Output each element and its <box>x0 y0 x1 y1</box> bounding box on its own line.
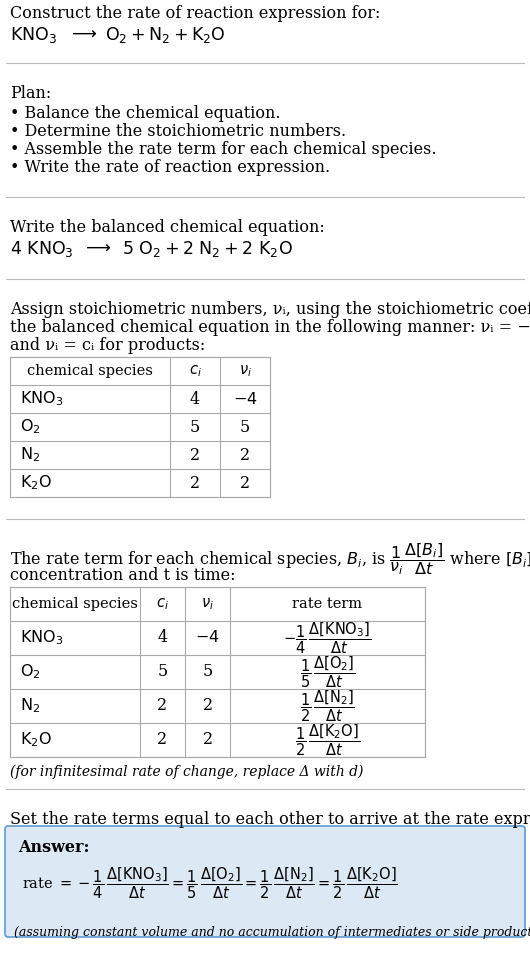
Text: Set the rate terms equal to each other to arrive at the rate expression:: Set the rate terms equal to each other t… <box>10 811 530 828</box>
Text: $\nu_i$: $\nu_i$ <box>201 596 214 612</box>
Text: $\longrightarrow$: $\longrightarrow$ <box>82 239 111 256</box>
Text: $\mathrm{4\ KNO_3}$: $\mathrm{4\ KNO_3}$ <box>10 239 74 259</box>
Text: Write the balanced chemical equation:: Write the balanced chemical equation: <box>10 219 325 236</box>
Text: 2: 2 <box>190 474 200 492</box>
Text: $-4$: $-4$ <box>233 390 257 408</box>
Text: Plan:: Plan: <box>10 85 51 102</box>
Text: $-4$: $-4$ <box>195 629 220 647</box>
Text: $\mathrm{KNO_3}$: $\mathrm{KNO_3}$ <box>20 628 64 648</box>
Text: rate term: rate term <box>293 597 363 611</box>
Text: $\mathrm{N_2}$: $\mathrm{N_2}$ <box>20 446 40 465</box>
Text: $\mathrm{K_2O}$: $\mathrm{K_2O}$ <box>20 731 52 750</box>
Text: $\mathrm{O_2 + N_2 + K_2O}$: $\mathrm{O_2 + N_2 + K_2O}$ <box>105 25 226 45</box>
Text: $\mathrm{KNO_3}$: $\mathrm{KNO_3}$ <box>20 390 64 409</box>
Text: $\mathrm{5\ O_2 + 2\ N_2 + 2\ K_2O}$: $\mathrm{5\ O_2 + 2\ N_2 + 2\ K_2O}$ <box>122 239 293 259</box>
Text: chemical species: chemical species <box>12 597 138 611</box>
Text: • Assemble the rate term for each chemical species.: • Assemble the rate term for each chemic… <box>10 141 437 158</box>
Text: $\mathrm{K_2O}$: $\mathrm{K_2O}$ <box>20 473 52 492</box>
Text: • Write the rate of reaction expression.: • Write the rate of reaction expression. <box>10 159 330 176</box>
Text: $-\dfrac{1}{4}\,\dfrac{\Delta[\mathrm{KNO_3}]}{\Delta t}$: $-\dfrac{1}{4}\,\dfrac{\Delta[\mathrm{KN… <box>284 620 372 656</box>
Text: 4: 4 <box>190 390 200 408</box>
Text: • Balance the chemical equation.: • Balance the chemical equation. <box>10 105 280 122</box>
Text: Assign stoichiometric numbers, νᵢ, using the stoichiometric coefficients, cᵢ, fr: Assign stoichiometric numbers, νᵢ, using… <box>10 301 530 318</box>
Text: 4: 4 <box>157 629 167 647</box>
Text: • Determine the stoichiometric numbers.: • Determine the stoichiometric numbers. <box>10 123 346 140</box>
Text: $\dfrac{1}{2}\,\dfrac{\Delta[\mathrm{N_2}]}{\Delta t}$: $\dfrac{1}{2}\,\dfrac{\Delta[\mathrm{N_2… <box>300 688 355 724</box>
Text: (assuming constant volume and no accumulation of intermediates or side products): (assuming constant volume and no accumul… <box>14 926 530 939</box>
Text: 2: 2 <box>240 447 250 464</box>
Text: $\mathrm{O_2}$: $\mathrm{O_2}$ <box>20 417 41 436</box>
Text: 2: 2 <box>190 447 200 464</box>
Text: $\longrightarrow$: $\longrightarrow$ <box>68 25 98 42</box>
Text: rate $= -\dfrac{1}{4}\,\dfrac{\Delta[\mathrm{KNO_3}]}{\Delta t}= \dfrac{1}{5}\,\: rate $= -\dfrac{1}{4}\,\dfrac{\Delta[\ma… <box>22 865 398 901</box>
Text: 5: 5 <box>157 663 167 680</box>
Text: Construct the rate of reaction expression for:: Construct the rate of reaction expressio… <box>10 5 381 22</box>
FancyBboxPatch shape <box>5 826 525 937</box>
Text: The rate term for each chemical species, $B_i$, is $\dfrac{1}{\nu_i}\dfrac{\Delt: The rate term for each chemical species,… <box>10 541 530 577</box>
Text: 2: 2 <box>202 698 213 714</box>
Text: 2: 2 <box>157 731 167 749</box>
Text: 5: 5 <box>202 663 213 680</box>
Bar <box>10 357 270 497</box>
Text: concentration and t is time:: concentration and t is time: <box>10 567 235 584</box>
Text: $c_i$: $c_i$ <box>156 596 169 612</box>
Text: $\nu_i$: $\nu_i$ <box>238 364 251 379</box>
Text: 2: 2 <box>202 731 213 749</box>
Text: (for infinitesimal rate of change, replace Δ with d): (for infinitesimal rate of change, repla… <box>10 765 364 779</box>
Text: 2: 2 <box>157 698 167 714</box>
Text: and νᵢ = cᵢ for products:: and νᵢ = cᵢ for products: <box>10 337 205 354</box>
Text: $c_i$: $c_i$ <box>189 364 201 379</box>
Text: 5: 5 <box>240 418 250 435</box>
Text: $\mathrm{O_2}$: $\mathrm{O_2}$ <box>20 662 41 681</box>
Text: 2: 2 <box>240 474 250 492</box>
Text: $\mathrm{KNO_3}$: $\mathrm{KNO_3}$ <box>10 25 57 45</box>
Text: $\dfrac{1}{5}\,\dfrac{\Delta[\mathrm{O_2}]}{\Delta t}$: $\dfrac{1}{5}\,\dfrac{\Delta[\mathrm{O_2… <box>300 655 355 690</box>
Text: $\dfrac{1}{2}\,\dfrac{\Delta[\mathrm{K_2O}]}{\Delta t}$: $\dfrac{1}{2}\,\dfrac{\Delta[\mathrm{K_2… <box>295 722 360 758</box>
Text: the balanced chemical equation in the following manner: νᵢ = −cᵢ for reactants: the balanced chemical equation in the fo… <box>10 319 530 336</box>
Text: chemical species: chemical species <box>27 364 153 378</box>
Text: 5: 5 <box>190 418 200 435</box>
Bar <box>10 587 425 757</box>
Text: Answer:: Answer: <box>18 839 90 856</box>
Text: $\mathrm{N_2}$: $\mathrm{N_2}$ <box>20 697 40 715</box>
